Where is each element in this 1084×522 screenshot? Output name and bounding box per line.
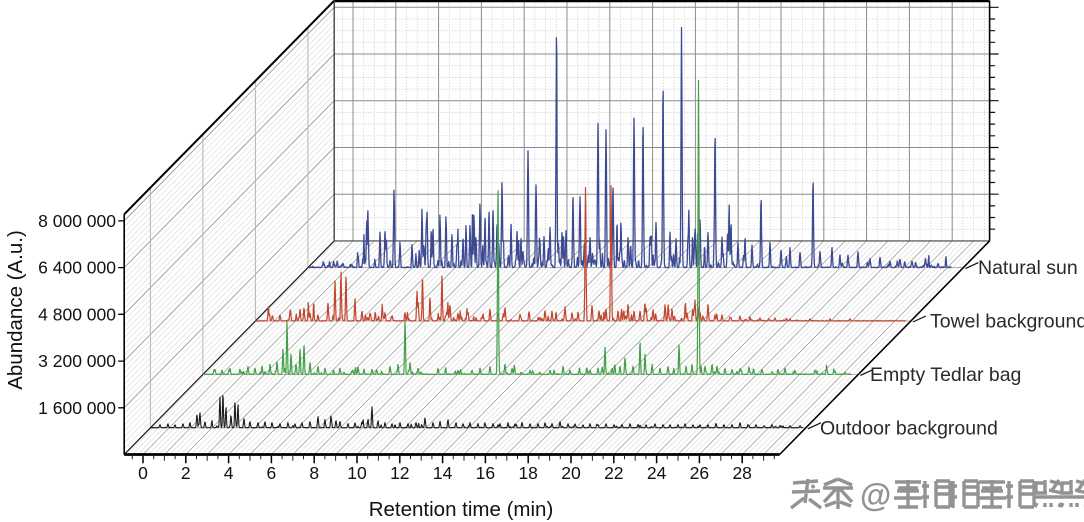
svg-text:0: 0 (138, 463, 148, 483)
svg-text:28: 28 (732, 463, 751, 483)
svg-text:Outdoor background: Outdoor background (820, 417, 998, 439)
svg-text:4 800 000: 4 800 000 (38, 304, 116, 324)
svg-text:Towel background: Towel background (930, 311, 1084, 333)
svg-text:16: 16 (476, 463, 495, 483)
svg-text:20: 20 (561, 463, 581, 483)
svg-text:22: 22 (604, 463, 623, 483)
svg-text:8: 8 (309, 463, 319, 483)
svg-text:14: 14 (433, 463, 453, 483)
svg-text:8 000 000: 8 000 000 (38, 211, 116, 231)
svg-text:26: 26 (690, 463, 709, 483)
svg-text:Empty Tedlar bag: Empty Tedlar bag (870, 364, 1021, 386)
svg-text:18: 18 (518, 463, 537, 483)
svg-text:@: @ (860, 477, 891, 513)
svg-text:Retention time (min): Retention time (min) (369, 498, 554, 521)
svg-text:10: 10 (347, 463, 367, 483)
svg-text:Abundance (A.u.): Abundance (A.u.) (4, 230, 27, 390)
svg-text:2: 2 (181, 463, 191, 483)
svg-text:3 200 000: 3 200 000 (38, 351, 116, 371)
svg-text:1 600 000: 1 600 000 (38, 398, 116, 418)
svg-text:Natural sun: Natural sun (978, 257, 1078, 279)
svg-text:6: 6 (267, 463, 277, 483)
svg-text:12: 12 (390, 463, 409, 483)
svg-text:4: 4 (224, 463, 234, 483)
svg-text:24: 24 (647, 463, 667, 483)
svg-text:6 400 000: 6 400 000 (38, 258, 116, 278)
